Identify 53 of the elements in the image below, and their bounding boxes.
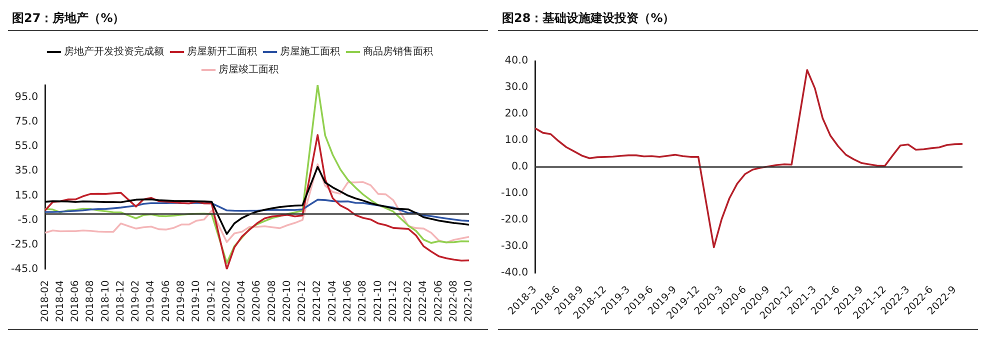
x-tick-label: 2018-02 bbox=[40, 280, 51, 322]
y-tick-label: -40.0 bbox=[500, 266, 528, 279]
y-tick-label: 10.0 bbox=[504, 134, 528, 146]
y-tick-label: -25.0 bbox=[10, 238, 38, 250]
y-tick-label: 0.0 bbox=[511, 160, 528, 173]
x-tick-label: 2022-08 bbox=[448, 280, 460, 322]
y-tick-label: -20.0 bbox=[500, 214, 528, 226]
legend-label: 房屋新开工面积 bbox=[187, 46, 257, 58]
y-tick-label: 95.0 bbox=[14, 91, 38, 104]
x-tick-label: 2022-02 bbox=[403, 280, 414, 322]
x-tick-label: 2019-04 bbox=[146, 280, 157, 322]
legend-label: 房屋竣工面积 bbox=[218, 64, 278, 76]
x-tick-label: 2022-04 bbox=[418, 280, 430, 322]
chart-title: 图28：基础设施建设投资（%） bbox=[498, 8, 978, 31]
x-tick-label: 2019-02 bbox=[130, 280, 142, 322]
x-tick-label: 2021-02 bbox=[312, 280, 324, 322]
legend-label: 房屋施工面积 bbox=[280, 46, 340, 58]
y-tick-label: -30.0 bbox=[500, 240, 528, 252]
x-tick-label: 2022-06 bbox=[433, 280, 444, 322]
x-tick-label: 2021-12 bbox=[388, 280, 399, 322]
y-tick-label: 20.0 bbox=[504, 108, 528, 120]
y-tick-label: 40.0 bbox=[504, 54, 528, 67]
x-tick-label: 2018-08 bbox=[85, 280, 96, 322]
x-tick-label: 2020-04 bbox=[236, 280, 248, 322]
legend-label: 房地产开发投资完成额 bbox=[64, 46, 164, 58]
x-tick-label: 2020-08 bbox=[266, 280, 278, 322]
x-tick-label: 2021-10 bbox=[372, 280, 384, 322]
y-tick-label: 55.0 bbox=[14, 140, 38, 152]
x-tick-label: 2020-10 bbox=[282, 280, 293, 322]
y-tick-label: 15.0 bbox=[14, 189, 38, 202]
x-tick-label: 2020-12 bbox=[297, 280, 308, 322]
x-tick-label: 2019-10 bbox=[191, 280, 202, 322]
x-tick-label: 2021-08 bbox=[358, 280, 369, 322]
x-tick-label: 2018-10 bbox=[100, 280, 112, 322]
x-tick-label: 2021-04 bbox=[327, 280, 338, 322]
y-tick-label: -10.0 bbox=[500, 187, 528, 200]
x-tick-label: 2019-08 bbox=[176, 280, 187, 322]
x-tick-label: 2018-04 bbox=[54, 280, 66, 322]
x-tick-label: 2019-12 bbox=[206, 280, 218, 322]
y-tick-label: -45.0 bbox=[10, 262, 38, 275]
x-tick-label: 2020-06 bbox=[252, 280, 263, 322]
y-tick-label: 35.0 bbox=[14, 164, 38, 177]
y-tick-label: -5.0 bbox=[18, 214, 38, 226]
y-tick-label: 30.0 bbox=[504, 81, 528, 94]
legend-label: 商品房销售面积 bbox=[363, 46, 433, 58]
y-tick-label: 75.0 bbox=[14, 116, 38, 128]
x-tick-label: 2022-10 bbox=[464, 280, 475, 322]
x-tick-label: 2018-06 bbox=[70, 280, 82, 322]
x-tick-label: 2019-06 bbox=[160, 280, 172, 322]
x-tick-label: 2021-06 bbox=[342, 280, 354, 322]
x-tick-label: 2018-12 bbox=[115, 280, 126, 322]
x-tick-label: 2020-02 bbox=[221, 280, 232, 322]
chart-title: 图27：房地产（%） bbox=[8, 8, 488, 31]
